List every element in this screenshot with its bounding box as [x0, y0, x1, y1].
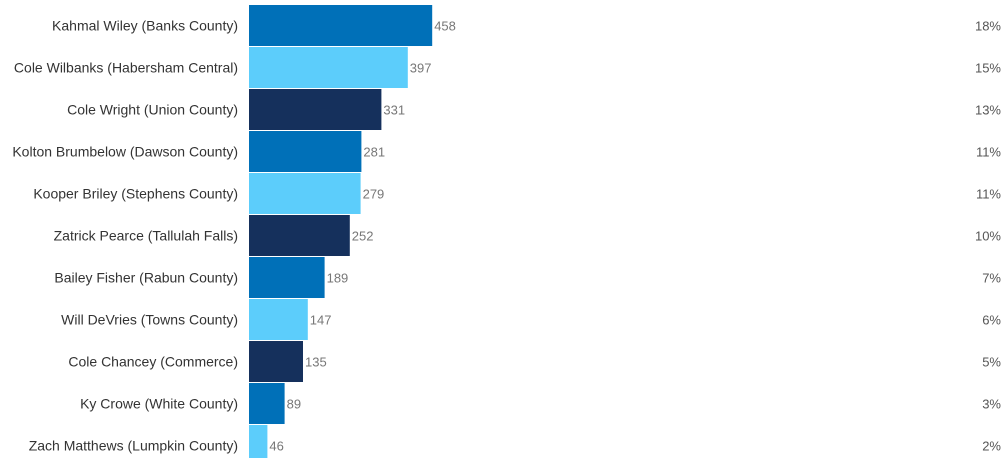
- value-label: 279: [363, 187, 385, 202]
- value-label: 147: [310, 313, 332, 328]
- category-label: Zatrick Pearce (Tallulah Falls): [54, 228, 238, 244]
- bar[interactable]: [249, 383, 285, 424]
- value-label: 252: [352, 229, 374, 244]
- category-label: Will DeVries (Towns County): [61, 312, 238, 328]
- category-label: Bailey Fisher (Rabun County): [54, 270, 238, 286]
- bar[interactable]: [249, 257, 325, 298]
- bar[interactable]: [249, 425, 268, 458]
- bar[interactable]: [249, 131, 362, 172]
- percent-label: 15%: [975, 61, 1001, 76]
- category-label: Kolton Brumbelow (Dawson County): [12, 144, 238, 160]
- value-label: 281: [363, 145, 385, 160]
- bar[interactable]: [249, 89, 382, 130]
- category-label: Kahmal Wiley (Banks County): [52, 18, 238, 34]
- category-label: Cole Chancey (Commerce): [68, 354, 238, 370]
- bar[interactable]: [249, 5, 433, 46]
- percent-label: 2%: [982, 439, 1001, 454]
- percent-label: 18%: [975, 19, 1001, 34]
- percent-label: 6%: [982, 313, 1001, 328]
- bar[interactable]: [249, 215, 350, 256]
- percent-label: 10%: [975, 229, 1001, 244]
- value-label: 458: [434, 19, 456, 34]
- category-label: Ky Crowe (White County): [80, 396, 238, 412]
- value-label: 135: [305, 355, 327, 370]
- category-label: Kooper Briley (Stephens County): [33, 186, 238, 202]
- percent-label: 13%: [975, 103, 1001, 118]
- category-label: Cole Wright (Union County): [67, 102, 238, 118]
- value-label: 331: [383, 103, 405, 118]
- bar[interactable]: [249, 299, 308, 340]
- percent-label: 5%: [982, 355, 1001, 370]
- category-label: Zach Matthews (Lumpkin County): [29, 438, 238, 454]
- percent-label: 11%: [976, 187, 1001, 202]
- value-label: 189: [327, 271, 349, 286]
- bar[interactable]: [249, 341, 303, 382]
- bar[interactable]: [249, 47, 408, 88]
- percent-label: 3%: [982, 397, 1001, 412]
- percent-label: 11%: [976, 145, 1001, 160]
- value-label: 89: [287, 397, 301, 412]
- value-label: 397: [410, 61, 432, 76]
- bar[interactable]: [249, 173, 361, 214]
- percent-label: 7%: [982, 271, 1001, 286]
- value-label: 46: [269, 439, 283, 454]
- category-label: Cole Wilbanks (Habersham Central): [14, 60, 238, 76]
